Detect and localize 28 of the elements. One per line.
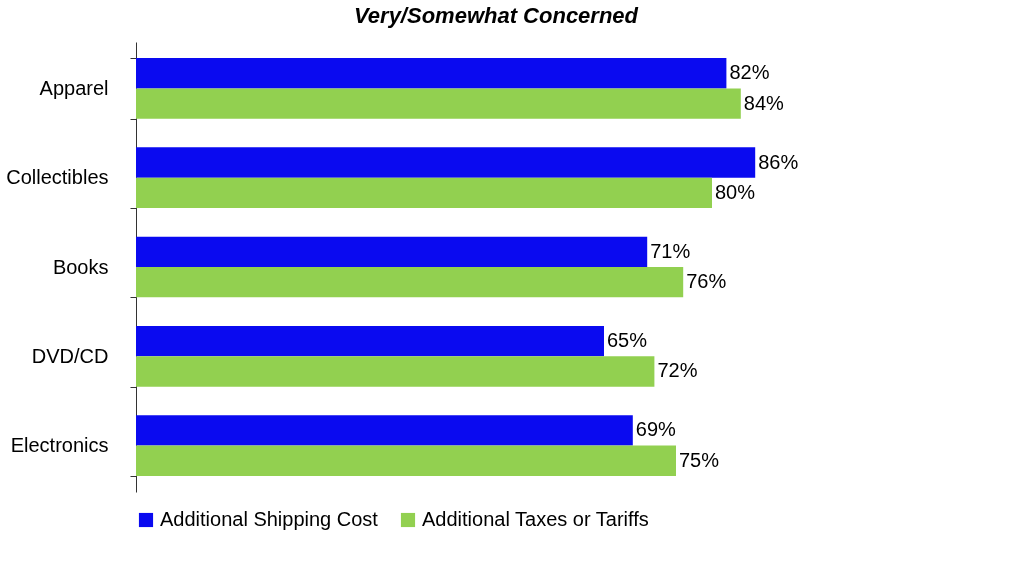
data-label: 72% [657, 359, 698, 382]
bar [136, 58, 727, 89]
y-tick-label: Apparel [39, 76, 109, 99]
legend-label: Additional Shipping Cost [160, 508, 379, 530]
data-label: 82% [729, 61, 770, 84]
bar [136, 147, 756, 178]
data-label: 71% [650, 239, 691, 262]
bar [136, 236, 648, 267]
data-label: 84% [743, 91, 785, 114]
bar [136, 415, 633, 446]
data-label: 76% [686, 270, 727, 293]
data-label: 86% [758, 150, 799, 173]
data-label: 69% [635, 418, 677, 441]
data-label: 80% [715, 180, 756, 203]
y-tick-label: DVD/CD [31, 344, 109, 367]
data-label: 75% [679, 448, 720, 471]
y-tick-label: Collectibles [6, 166, 109, 189]
y-tick-label: Books [52, 255, 109, 278]
bar [136, 356, 655, 387]
bar [136, 88, 741, 119]
bar [136, 177, 712, 209]
bar [136, 445, 676, 476]
bar [136, 325, 604, 357]
chart-title: Very/Somewhat Concerned [353, 3, 639, 28]
legend-label: Additional Taxes or Tariffs [422, 508, 649, 530]
y-tick-label: Electronics [10, 434, 109, 457]
data-label: 65% [607, 329, 648, 352]
bar [136, 267, 684, 298]
